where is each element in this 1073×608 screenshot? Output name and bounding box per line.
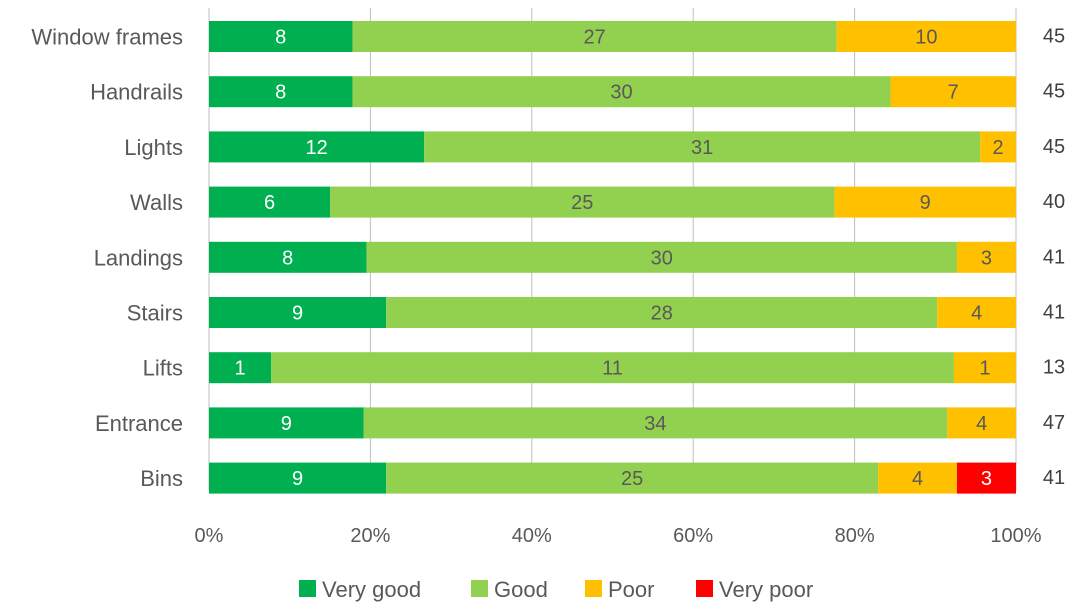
legend-label-very-poor: Very poor (719, 577, 813, 602)
data-label: 3 (981, 468, 992, 490)
data-label: 1 (234, 358, 245, 380)
bar-walls-poor (834, 186, 1016, 218)
bar-stairs-very-good (209, 297, 387, 328)
total-labels: 45 45 45 40 41 41 13 47 41 (1043, 26, 1065, 490)
category-label: Lights (124, 135, 183, 160)
total-label: 47 (1043, 412, 1065, 434)
bar-lights-very-good (209, 131, 425, 163)
legend: Very good Good Poor Very poor (299, 577, 813, 602)
category-label: Landings (94, 245, 183, 270)
total-label: 13 (1043, 357, 1065, 379)
category-labels: Window frames Handrails Lights Walls Landing… (31, 25, 183, 492)
data-label: 1 (979, 358, 990, 380)
category-label: Lifts (143, 356, 183, 381)
x-tick-label: 80% (835, 525, 875, 547)
data-label: 31 (691, 137, 713, 159)
data-label: 8 (275, 27, 286, 49)
data-label: 8 (275, 82, 286, 104)
bar-stairs-poor (937, 297, 1016, 328)
bar-bins-good (386, 462, 879, 494)
category-label: Bins (140, 466, 183, 491)
x-tick-label: 0% (195, 525, 224, 547)
data-label: 2 (993, 137, 1004, 159)
x-tick-label: 20% (350, 525, 390, 547)
x-tick-label: 40% (512, 525, 552, 547)
x-tick-label: 60% (673, 525, 713, 547)
data-label: 28 (651, 303, 673, 325)
legend-label-good: Good (494, 577, 548, 602)
data-label: 4 (971, 303, 982, 325)
bar-landings-very-good (209, 241, 367, 273)
data-label: 34 (644, 413, 666, 435)
bar-walls-very-good (209, 186, 331, 218)
bar-handrails-poor (890, 76, 1016, 108)
bar-entrance-poor (947, 407, 1016, 439)
data-label: 9 (920, 192, 931, 214)
bar-lights-poor (980, 131, 1016, 163)
legend-label-very-good: Very good (322, 577, 421, 602)
total-label: 41 (1043, 302, 1065, 324)
bar-bins-very-poor (956, 462, 1016, 494)
x-axis-ticks: 0% 20% 40% 60% 80% 100% (195, 525, 1042, 547)
bar-stairs-good (386, 297, 938, 328)
total-label: 45 (1043, 26, 1065, 48)
bar-handrails-good (352, 76, 891, 108)
data-label: 7 (948, 82, 959, 104)
legend-label-poor: Poor (608, 577, 654, 602)
data-label: 4 (976, 413, 987, 435)
bar-landings-good (366, 241, 957, 273)
data-label: 6 (264, 192, 275, 214)
bar-handrails-very-good (209, 76, 353, 108)
bar-bins-very-good (209, 462, 387, 494)
bars: 8 27 108 30 712 31 26 25 98 30 39 28 41 11 19 34 49 25 4 3 (209, 21, 1016, 494)
data-label: 27 (583, 27, 605, 49)
data-label: 3 (981, 247, 992, 269)
bar-landings-poor (956, 241, 1016, 273)
data-label: 25 (621, 468, 643, 490)
data-label: 30 (610, 82, 632, 104)
total-label: 45 (1043, 81, 1065, 103)
total-label: 41 (1043, 246, 1065, 268)
total-label: 45 (1043, 136, 1065, 158)
data-label: 4 (912, 468, 923, 490)
bar-window-frames-good (352, 21, 837, 52)
data-label: 30 (651, 247, 673, 269)
data-label: 25 (571, 192, 593, 214)
bar-window-frames-poor (836, 21, 1016, 52)
total-label: 41 (1043, 467, 1065, 489)
category-label: Walls (130, 190, 183, 215)
legend-swatch-very-good (299, 580, 316, 597)
bar-walls-good (330, 186, 835, 218)
bar-entrance-good (363, 407, 948, 439)
category-label: Window frames (31, 25, 183, 50)
bar-lights-good (424, 131, 981, 163)
category-label: Stairs (127, 301, 183, 326)
data-label: 9 (281, 413, 292, 435)
legend-swatch-poor (585, 580, 602, 597)
bar-window-frames-very-good (209, 21, 353, 52)
total-label: 40 (1043, 191, 1065, 213)
data-label: 9 (292, 468, 303, 490)
legend-swatch-good (471, 580, 488, 597)
bar-lifts-poor (953, 352, 1016, 384)
bar-lifts-good (271, 352, 954, 384)
data-label: 9 (292, 303, 303, 325)
category-label: Handrails (90, 80, 183, 105)
bar-lifts-very-good (209, 352, 272, 384)
x-tick-label: 100% (990, 525, 1041, 547)
data-label: 8 (282, 247, 293, 269)
bar-bins-poor (878, 462, 957, 494)
data-label: 11 (602, 358, 623, 380)
category-label: Entrance (95, 411, 183, 436)
bar-entrance-very-good (209, 407, 364, 439)
data-label: 12 (305, 137, 327, 159)
legend-swatch-very-poor (696, 580, 713, 597)
data-label: 10 (915, 27, 937, 49)
